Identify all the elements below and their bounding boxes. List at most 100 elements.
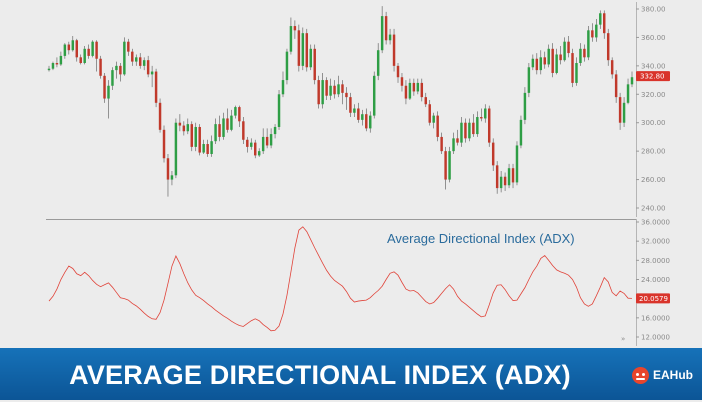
candle-body [499,176,503,189]
candle-body [396,65,400,78]
brand-logo[interactable]: EAHub [632,365,693,385]
candle-body [503,176,507,186]
candle-body [484,108,487,119]
candle-body [313,48,316,81]
candle-body [91,41,94,56]
banner-title: AVERAGE DIRECTIONAL INDEX (ADX) [69,360,571,390]
candle-body [428,104,431,123]
candle-body [289,26,293,52]
price-axis: 240.00 260.00 280.00 300.00 320.00 340.00 360.… [636,2,666,217]
candle-body [527,67,531,93]
candle-body [618,97,622,123]
candle-body [87,48,90,56]
candle-body [333,85,336,95]
candle-body [222,118,225,137]
candle-body [135,57,138,62]
candle-body [416,82,420,92]
candle-body [412,82,416,92]
candle-body [599,13,602,25]
candle-body [309,48,312,68]
candle-body [567,41,570,54]
candle-body [622,102,626,123]
candle-body [487,108,491,143]
eahub-logo-icon [632,366,649,384]
candle-body [269,134,273,146]
candle-body [127,41,130,52]
candle-body [123,41,126,75]
candle-body [519,119,523,146]
candle-body [575,63,578,83]
price-last-value: 332.80 [636,71,670,82]
candle-body [246,139,249,147]
candle-body [372,75,376,116]
title-banner: AVERAGE DIRECTIONAL INDEX (ADX) EAHub [0,348,702,400]
candle-body [353,108,356,113]
candle-body [547,48,550,65]
candle-body [361,114,364,120]
candle-body [539,57,543,71]
candle-body [166,158,170,180]
candle-body [238,107,241,122]
candle-body [242,121,245,140]
candle-body [543,57,546,65]
candle-body [440,136,443,152]
candle-body [273,126,277,135]
candle-body [83,48,86,64]
candle-body [162,129,166,159]
candle-body [63,44,67,56]
candle-body [47,68,51,71]
adx-last-value-label: 20.0579 [639,295,668,303]
candle-body [388,34,392,41]
candle-body [495,165,499,189]
candle-body [51,63,55,69]
candle-body [293,26,297,31]
price-tick-label: 380.00 [641,6,666,14]
brand-text: EAHub [653,368,693,382]
candle-body [511,168,515,183]
candle-body [579,48,582,64]
candle-body [460,122,463,143]
candle-body [630,77,634,85]
price-last-value-bg [636,71,670,82]
candle-body [420,82,424,98]
candle-body [202,144,205,153]
candle-body [99,58,102,76]
candle-body [464,122,467,139]
candle-body [250,142,253,147]
price-candles [47,6,634,197]
candle-body [158,102,162,130]
candle-body [277,94,281,127]
adx-tick-label: 12.0000 [641,334,670,342]
candle-body [384,16,388,41]
candle-body [583,48,586,58]
candle-body [626,84,630,103]
candle-body [571,53,574,83]
adx-last-value: 20.0579 [636,293,670,304]
candle-body [345,92,348,98]
candle-body [444,151,447,180]
candle-body [591,30,594,38]
candle-body [325,80,328,96]
candle-body [432,115,435,123]
candle-body [404,85,408,99]
candle-body [254,142,257,156]
candle-body [491,142,495,166]
candle-body [595,24,598,38]
chart-svg: 240.00 260.00 280.00 300.00 320.00 340.00 360.… [46,2,670,346]
candle-body [59,55,63,65]
candle-body [321,80,324,105]
candle-body [337,84,340,95]
adx-tick-label: 28.0000 [641,257,670,265]
adx-axis: 12.000016.000020.000024.000028.000032.00… [636,219,670,346]
candle-body [614,74,618,98]
candle-body [265,136,269,146]
candle-body [452,138,455,152]
scroll-right-icon[interactable]: » [621,335,625,343]
candle-body [285,51,289,81]
candle-body [111,70,114,86]
price-tick-label: 240.00 [641,205,666,213]
candle-body [515,145,519,183]
candle-body [234,107,237,116]
candle-body [178,122,182,126]
candle-body [119,65,122,75]
